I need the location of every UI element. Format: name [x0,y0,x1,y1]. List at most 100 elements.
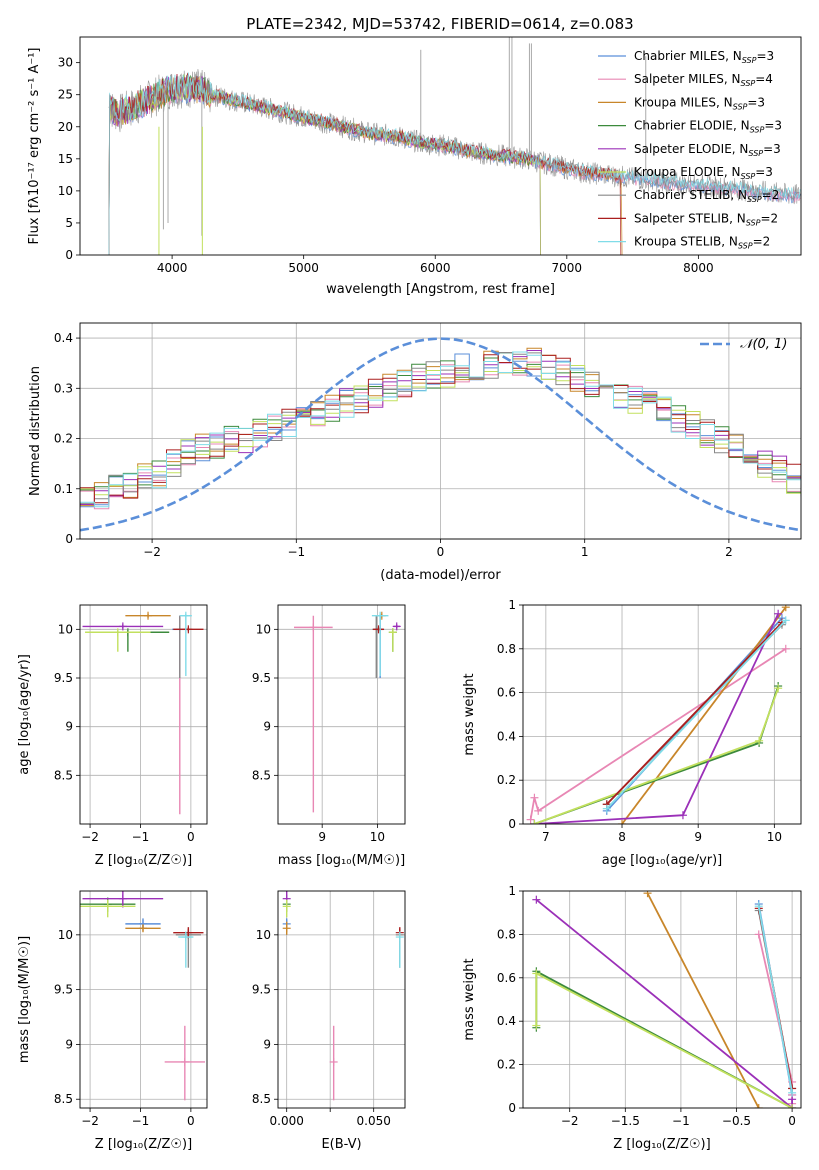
series-line [535,972,793,1108]
x-tick-label: 10 [767,830,782,844]
model-spectrum-line [108,72,801,255]
y-tick-label: 9 [65,720,73,734]
legend-entry: Chabrier ELODIE, NSSP=3 [634,119,782,135]
age_vs_Z-frame [79,604,208,825]
y-tick-label: 10 [58,184,73,198]
y-tick-label: 0 [65,248,73,262]
y-tick-label: 9 [263,720,271,734]
y-axis-label: age [log₁₀(age/yr)] [17,654,32,775]
series-line [535,899,793,1108]
x-tick-label: 8 [618,830,626,844]
y-tick-label: 25 [58,88,73,102]
spectrum-axes [76,62,699,259]
y-tick-label: 15 [58,152,73,166]
x-axis-label: Z [log₁₀(Z/Z☉)] [95,853,192,868]
legend-entry: Salpeter MILES, NSSP=4 [634,72,773,88]
residuals-frame [79,322,802,540]
massweight_vs_Z-frame [522,890,802,1109]
residual-histogram [80,351,801,508]
y-tick-label: 20 [58,120,73,134]
x-tick-label: 0 [187,830,195,844]
y-tick-label: 0.3 [54,381,73,395]
mass_vs_EBV-points [282,891,404,1101]
legend-entry: Salpeter ELODIE, NSSP=3 [634,142,781,158]
y-tick-label: 0.2 [497,773,516,787]
x-tick-label: −1 [287,545,305,559]
legend-entry: 𝒩(0, 1) [740,337,787,352]
x-tick-label: 6000 [420,261,451,275]
legend-entry: Kroupa ELODIE, NSSP=3 [634,165,773,181]
y-tick-label: 9.5 [252,671,271,685]
y-tick-label: 5 [65,216,73,230]
y-tick-label: 10 [256,622,271,636]
spectrum-frame [79,36,802,256]
y-tick-label: 9.5 [54,671,73,685]
massweight_vs_age-axes [519,604,801,828]
figure-title: PLATE=2342, MJD=53742, FIBERID=0614, z=0… [246,15,633,33]
y-axis-label: Flux [fλ10⁻¹⁷ erg cm⁻² s⁻¹ A⁻¹] [27,48,42,245]
series-line [757,906,793,1093]
series-line [757,934,793,1104]
y-tick-label: 1 [508,598,516,612]
x-tick-label: −2 [561,1114,579,1128]
mass_vs_EBV-frame [277,890,406,1109]
series-line [646,892,760,1108]
x-axis-label: wavelength [Angstrom, rest frame] [326,282,555,297]
mass_vs_Z-frame [79,890,208,1109]
x-tick-label: −0.5 [722,1114,751,1128]
x-tick-label: 9 [318,830,326,844]
x-tick-label: 4000 [157,261,188,275]
age_vs_mass-frame [277,604,406,825]
series-line [534,613,780,824]
y-tick-label: 0.1 [54,482,73,496]
y-tick-label: 0.8 [497,927,516,941]
y-tick-label: 0.2 [497,1058,516,1072]
y-tick-label: 30 [58,56,73,70]
x-axis-label: Z [log₁₀(Z/Z☉)] [613,1137,710,1152]
residual-histogram [80,352,801,504]
x-tick-label: −2 [143,545,161,559]
x-tick-label: 8000 [683,261,714,275]
x-tick-label: −1 [132,1114,150,1128]
massweight_vs_Z-lines [532,891,797,1108]
legend-entry: Kroupa STELIB, NSSP=2 [634,235,770,251]
y-tick-label: 0 [65,532,73,546]
y-tick-label: 9 [263,1037,271,1051]
y-tick-label: 0.8 [497,642,516,656]
x-tick-label: −2 [81,830,99,844]
x-tick-label: 2 [725,545,733,559]
y-tick-label: 0 [508,817,516,831]
x-tick-label: 0 [437,545,445,559]
y-tick-label: 0.4 [497,729,516,743]
x-tick-label: 0 [187,1114,195,1128]
y-tick-label: 9.5 [252,983,271,997]
y-tick-label: 0.2 [54,432,73,446]
x-tick-label: 10 [370,830,385,844]
series-line [534,685,780,824]
x-tick-label: 7 [542,830,550,844]
x-axis-label: age [log₁₀(age/yr)] [602,853,723,868]
y-tick-label: 10 [256,928,271,942]
x-tick-label: −1.5 [611,1114,640,1128]
y-tick-label: 8.5 [54,768,73,782]
massweight_vs_age-lines [526,605,790,824]
x-tick-label: 9 [694,830,702,844]
y-tick-label: 8.5 [252,768,271,782]
series-line [606,621,783,805]
x-tick-label: −1 [132,830,150,844]
series-line [529,648,787,820]
y-tick-label: 9.5 [54,983,73,997]
model-spectrum-line [108,74,541,255]
massweight_vs_age-frame [522,604,802,825]
legend-entry: Salpeter STELIB, NSSP=2 [634,211,778,227]
x-tick-label: −2 [81,1114,99,1128]
x-tick-label: −1 [672,1114,690,1128]
y-tick-label: 8.5 [252,1092,271,1106]
y-axis-label: mass [log₁₀(M/M☉)] [17,936,32,1063]
x-tick-label: 5000 [288,261,319,275]
residual-histogram [80,354,801,504]
mass_vs_EBV-axes [274,891,405,1112]
x-tick-label: 0.000 [270,1114,304,1128]
normal-curve [80,337,801,532]
